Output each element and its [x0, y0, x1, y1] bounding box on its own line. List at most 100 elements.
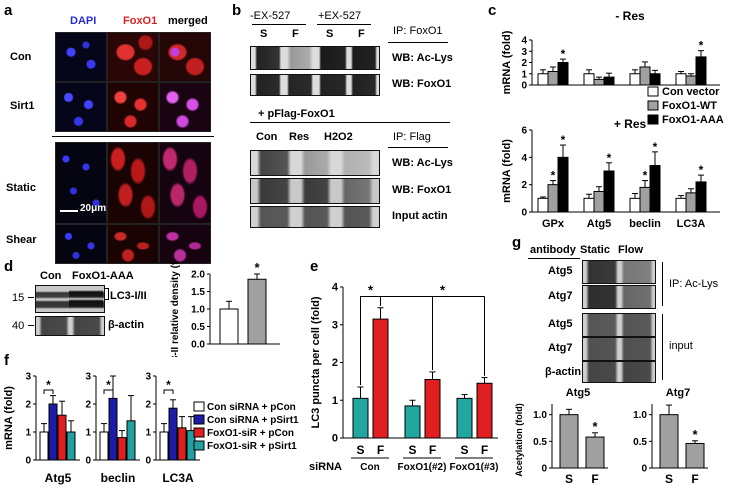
- micro-con-dapi: [55, 32, 107, 82]
- micro-static-merged: [159, 142, 211, 224]
- c-legend-label: FoxO1-WT: [662, 100, 717, 112]
- blot-b2-actin: [250, 206, 380, 228]
- e-lane-label: F: [481, 443, 488, 457]
- c-legend-label: FoxO1-AAA: [662, 114, 724, 126]
- c-0-1-bar: [547, 71, 559, 86]
- c-0-2-bar: [557, 62, 569, 86]
- b-lane-1: S: [260, 28, 268, 40]
- c-2-2-bar: [649, 165, 661, 213]
- c-legend-swatch: [647, 86, 659, 97]
- e-star: *: [368, 282, 374, 297]
- c-0-0-bar: [537, 197, 549, 213]
- c-legend-label: Con vector: [662, 86, 720, 98]
- f-ylabel: mRNA (fold): [3, 386, 15, 450]
- row-static: Static: [6, 182, 36, 194]
- c-3-0-bar: [675, 73, 687, 86]
- f-legend-swatch: [193, 440, 205, 451]
- g-0-ytick-label: 1.0: [533, 410, 547, 421]
- f-0-1-bar: [48, 403, 58, 461]
- b-lane-3: S: [326, 28, 334, 40]
- d-lc3-bracket: [104, 288, 109, 300]
- c-2-0-bar: [629, 197, 641, 213]
- b-lane-h2o2: H2O2: [324, 131, 353, 143]
- c-1-0-bar: [583, 73, 595, 86]
- d-ytick-label: 2.0: [191, 270, 205, 281]
- g-band-atg7-input: Atg7: [548, 342, 573, 354]
- blot-g-actin: [582, 361, 656, 383]
- f-legend-label: FoxO1-siR + pSirt1: [207, 441, 297, 452]
- e-lane-label: S: [408, 443, 416, 457]
- d-band-lc3: LC3-I/II: [110, 290, 147, 302]
- e-lane-label: F: [429, 443, 436, 457]
- d-mw-tick-40: [28, 325, 34, 326]
- g-1-ytick-label: 0.5: [633, 437, 647, 448]
- b2-input-actin: Input actin: [392, 210, 448, 222]
- c-star: *: [699, 163, 704, 177]
- c-1-0-bar: [583, 197, 595, 213]
- g-xtick-label: F: [691, 472, 698, 486]
- blot-d-actin: [35, 316, 105, 336]
- e-ytick-label: 4: [332, 282, 339, 294]
- c-xtick-label: LC3A: [677, 218, 706, 230]
- f-legend-label: Con siRNA + pSirt1: [207, 415, 299, 426]
- chart-f-mrna: 0 1 2 3 * Atg5 0 1 2 3 * beclin 0 1 2 3 * LC3A mRNA (fold)…: [3, 372, 299, 486]
- c-ytick-label: 1: [521, 69, 527, 80]
- d-star: *: [254, 262, 260, 275]
- d-0-bar: [219, 308, 239, 345]
- panel-g-letter: g: [512, 234, 522, 251]
- c-1-2-bar: [603, 76, 615, 86]
- g-band-atg5-ip: Atg5: [548, 265, 573, 277]
- b-ip-foxo1: IP: FoxO1: [393, 25, 443, 37]
- chart-g-acetylation: Atg5 0 0.5 1.0 S * F Atg7 0 0.5 1.0 S * F Acetylation …: [514, 387, 708, 486]
- b-lane-res: Res: [289, 131, 310, 143]
- row-shear: Shear: [6, 234, 37, 246]
- d-mw-tick-15: [28, 297, 34, 298]
- e-lane-label: F: [377, 443, 384, 457]
- c-1-1-bar: [593, 191, 605, 213]
- f-1-ytick-label: 1: [85, 428, 91, 439]
- d-ytick-label: 1.0: [191, 305, 205, 316]
- c-0-1-bar: [547, 184, 559, 213]
- d-ylabel: LC3-II relative density (fold): [170, 262, 181, 357]
- c-star: *: [561, 133, 566, 147]
- e-4-bar: [456, 397, 473, 439]
- col-foxo1: FoxO1: [123, 15, 158, 27]
- e-row-label: siRNA: [309, 461, 342, 473]
- col-merged: merged: [168, 15, 208, 27]
- d-ytick-label: 0.0: [191, 340, 205, 351]
- blot-d-lc3-aaa-lane: [69, 285, 103, 311]
- g-star: *: [692, 427, 698, 442]
- blot-g-atg7-ip: [582, 285, 656, 309]
- d-mw-40: 40: [12, 320, 25, 332]
- f-sig-bracket: [43, 389, 54, 394]
- g-1-1-bar: [685, 442, 705, 469]
- f-1-ytick-label: 2: [85, 400, 91, 411]
- c-3-1-bar: [685, 75, 697, 86]
- g-star: *: [592, 419, 598, 434]
- chart-c-title: + Res: [614, 117, 647, 131]
- g-header-line: [528, 258, 580, 259]
- b-lane-2: F: [292, 28, 299, 40]
- g-1-0-bar: [659, 414, 679, 469]
- c-ytick-label: 0: [521, 208, 527, 219]
- chart-d-density: 0.0 0.5 1.0 1.5 2.0 * LC3-II relative density …: [170, 262, 280, 357]
- c-3-1-bar: [685, 192, 697, 213]
- g-ylabel: Acetylation (fold): [514, 403, 524, 477]
- b-wb-foxo1: WB: FoxO1: [392, 78, 452, 90]
- f-0-ytick-label: 3: [25, 372, 31, 383]
- b-wb-aclys: WB: Ac-Lys: [392, 52, 453, 64]
- micro-shear-merged: [159, 224, 211, 264]
- b-ip-flag: IP: Flag: [393, 131, 431, 143]
- b-bottom-title: + pFlag-FoxO1: [258, 108, 335, 120]
- group-plus-ex527: +EX-527: [318, 10, 362, 22]
- micro-sirt1-foxo1: [107, 82, 159, 132]
- f-0-2-bar: [57, 414, 67, 461]
- f-legend-swatch: [193, 427, 205, 438]
- c-xtick-label: GPx: [542, 218, 565, 230]
- f-0-ytick-label: 2: [25, 400, 31, 411]
- group-line-1: [252, 24, 306, 25]
- f-1-3-bar: [126, 420, 136, 461]
- legend-c: Con vector FoxO1-WT FoxO1-AAA: [647, 86, 724, 126]
- f-2-ytick-label: 0: [145, 456, 151, 467]
